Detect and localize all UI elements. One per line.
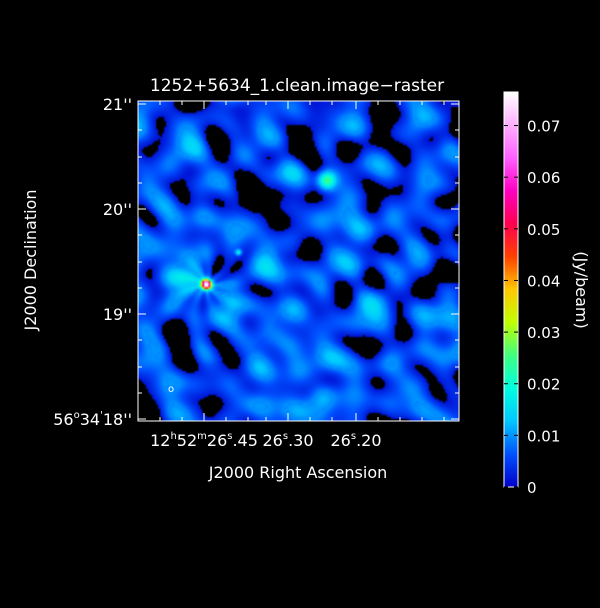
- x-tick-label: 26s.30: [262, 431, 313, 450]
- x-axis: 12h52m26s.45 26s.30 26s.20: [150, 101, 445, 450]
- x-tick-label: 26s.20: [330, 431, 381, 450]
- colorbar-tick-label: 0.02: [527, 376, 560, 394]
- chart-title: 1252+5634_1.clean.image−raster: [150, 76, 444, 96]
- y-tick-label: 19'': [103, 305, 132, 324]
- x-tick-label: 12h52m26s.45: [150, 431, 258, 450]
- colorbar-tick-label: 0.04: [527, 272, 560, 290]
- colorbar-ticks: 0 0.01 0.02 0.03 0.04 0.05 0.06 0.07: [504, 118, 560, 497]
- y-axis-label: J2000 Declination: [21, 190, 40, 332]
- y-axis: 21'' 20'' 19'' 56o34'18'': [53, 95, 459, 429]
- heatmap-raster: [138, 101, 459, 421]
- y-tick-label: 21'': [103, 95, 132, 114]
- x-axis-label: J2000 Right Ascension: [208, 463, 388, 482]
- colorbar: [504, 92, 518, 487]
- colorbar-frame: [503, 91, 519, 488]
- colorbar-label: (Jy/beam): [572, 251, 591, 328]
- colorbar-tick-label: 0.06: [527, 169, 560, 187]
- plot-frame: [137, 100, 460, 422]
- colorbar-tick-label: 0.07: [527, 118, 560, 136]
- y-tick-label: 56o34'18'': [53, 410, 132, 429]
- beam-marker: o: [168, 384, 174, 395]
- colorbar-tick-label: 0: [527, 479, 537, 497]
- colorbar-tick-label: 0.01: [527, 427, 560, 445]
- colorbar-tick-label: 0.03: [527, 324, 560, 342]
- colorbar-tick-label: 0.05: [527, 221, 560, 239]
- y-tick-label: 20'': [103, 200, 132, 219]
